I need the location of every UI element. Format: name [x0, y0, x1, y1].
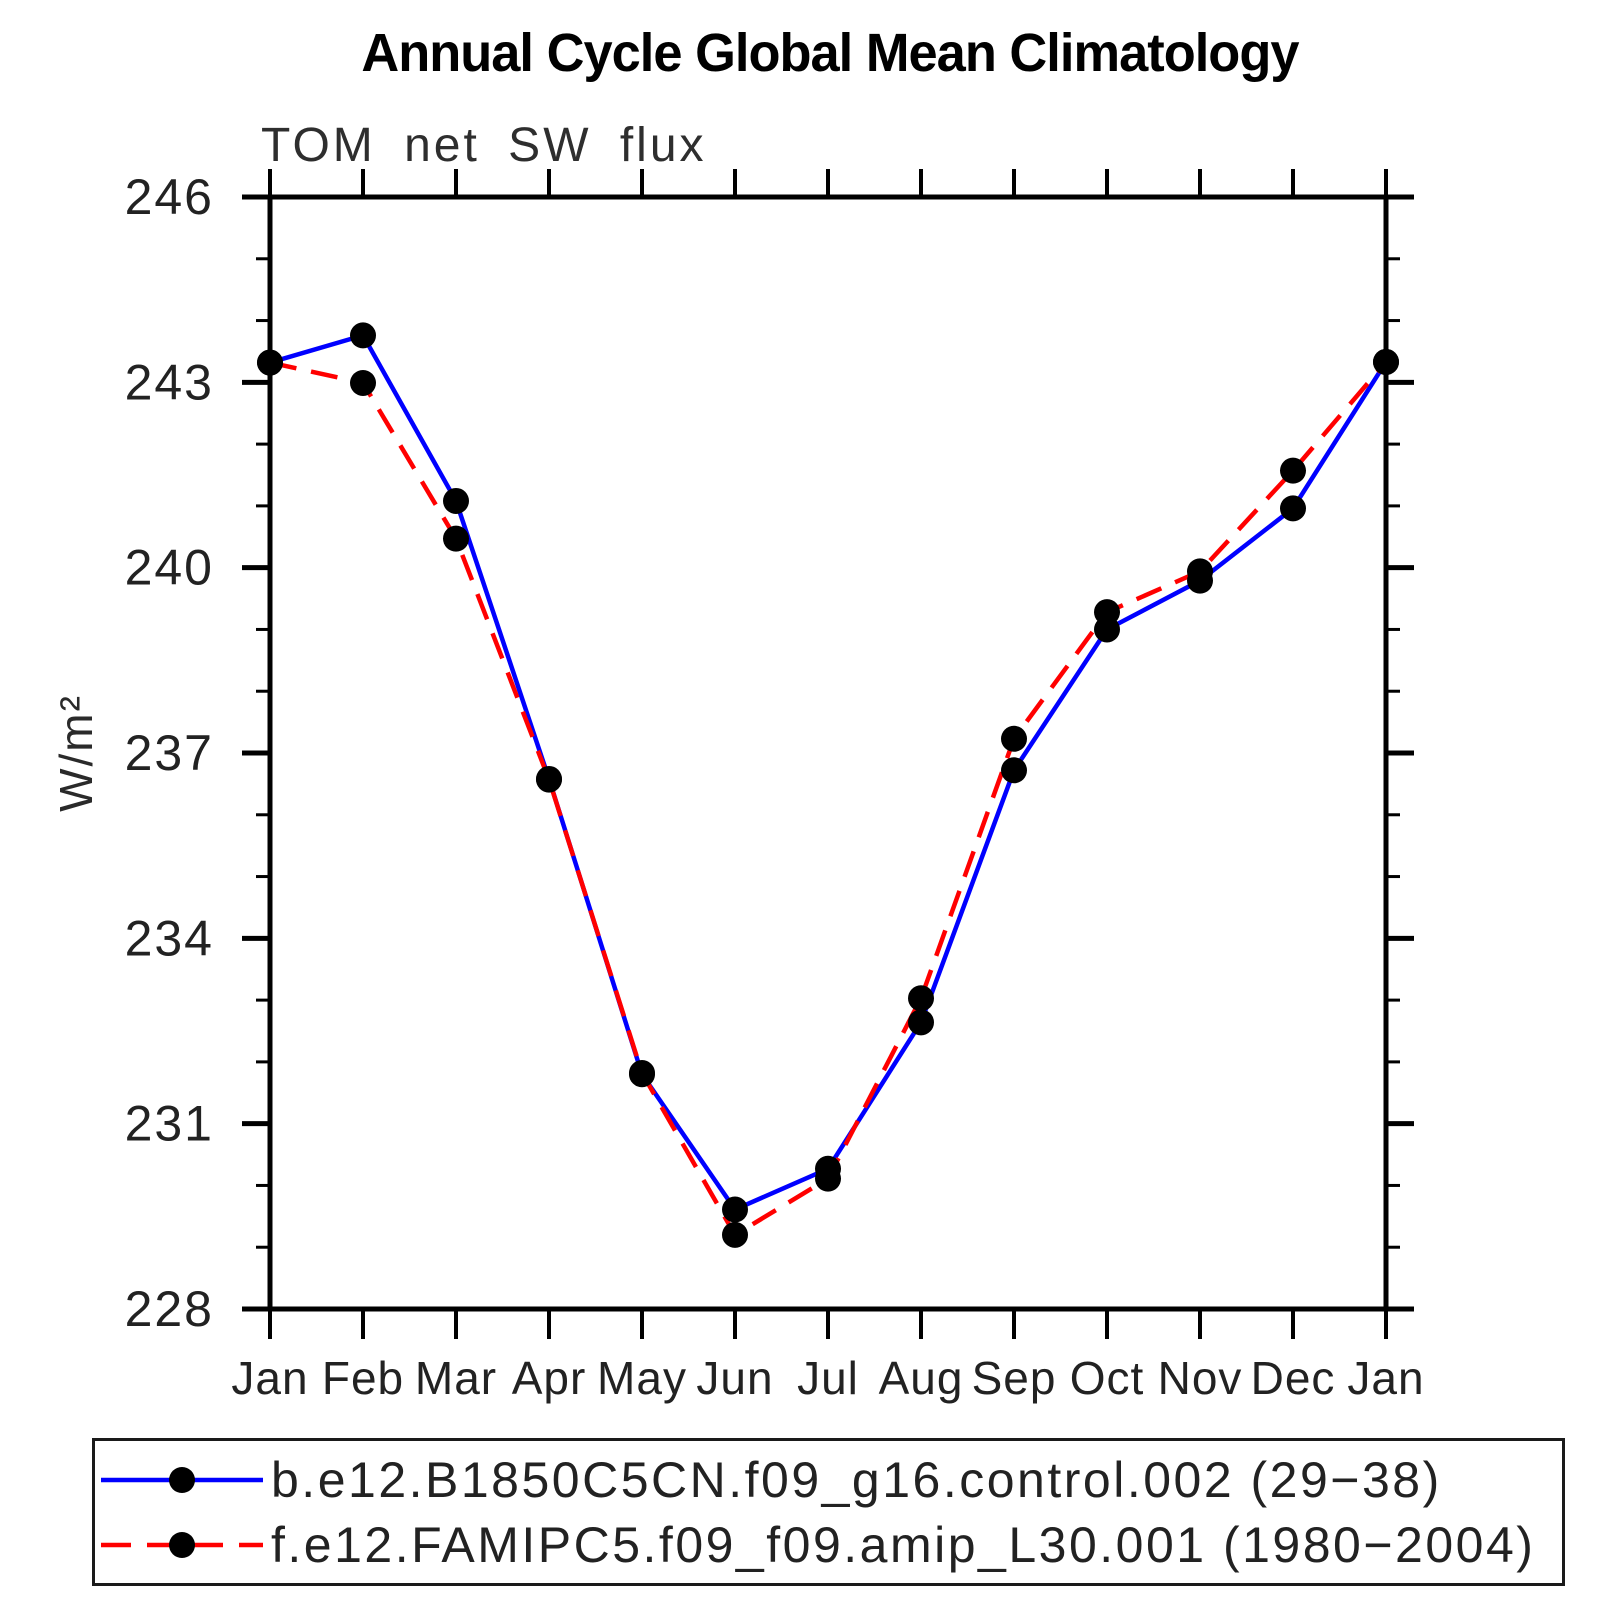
data-point-marker-series-1: [350, 369, 376, 396]
data-point-marker-series-1: [722, 1221, 748, 1248]
data-point-marker-series-0: [443, 487, 469, 514]
x-axis-tick-label: May: [597, 1352, 687, 1404]
data-point-marker-series-1: [536, 766, 562, 793]
x-axis-tick-label: Apr: [512, 1352, 587, 1404]
data-point-marker-series-1: [908, 985, 934, 1012]
data-point-marker-series-1: [1373, 348, 1399, 375]
data-point-marker-series-1: [1094, 599, 1120, 626]
x-axis-tick-label: Feb: [322, 1352, 404, 1404]
data-point-marker-series-1: [815, 1165, 841, 1192]
x-axis-tick-label: Nov: [1158, 1352, 1243, 1404]
data-point-marker-series-0: [908, 1009, 934, 1036]
legend-item-amip: f.e12.FAMIPC5.f09_f09.amip_L30.001 (1980…: [99, 1514, 1562, 1576]
data-point-marker-series-0: [350, 322, 376, 349]
data-point-marker-series-1: [1280, 457, 1306, 484]
x-axis-tick-label: Jul: [797, 1352, 859, 1404]
series-line-1: [269, 360, 1388, 1238]
x-axis-tick-label: Jan: [231, 1352, 308, 1404]
data-point-marker-series-0: [722, 1196, 748, 1223]
legend-marker-dot: [169, 1466, 195, 1493]
legend-marker-dot: [169, 1531, 195, 1558]
data-point-marker-series-1: [1187, 558, 1213, 585]
plot-canvas: 228 231 234 237 240 243 246 Jan Feb Mar Apr May Jun J…: [125, 169, 1424, 1404]
legend-line-sample-dashed: [101, 1531, 263, 1558]
data-point-marker-series-0: [1001, 757, 1027, 784]
series-line-0: [269, 333, 1388, 1212]
legend-line-sample-solid: [101, 1466, 263, 1493]
x-axis-tick-label: Aug: [879, 1352, 964, 1404]
x-axis-tick-label: Mar: [415, 1352, 497, 1404]
data-point-marker-series-1: [629, 1060, 655, 1087]
y-axis-tick-label: 228: [125, 1281, 214, 1337]
x-axis-tick-label: Jan: [1347, 1352, 1424, 1404]
data-point-marker-series-1: [1001, 725, 1027, 752]
legend-box: b.e12.B1850C5CN.f09_g16.control.002 (29−…: [92, 1438, 1565, 1586]
chart-subtitle: TOM net SW flux: [261, 119, 707, 172]
chart-title: Annual Cycle Global Mean Climatology: [361, 23, 1299, 83]
x-axis-tick-label: Oct: [1070, 1352, 1145, 1404]
x-axis-tick-label: Dec: [1251, 1352, 1336, 1404]
data-point-marker-series-0: [1280, 495, 1306, 522]
data-point-marker-series-1: [443, 525, 469, 552]
y-axis-tick-label: 237: [125, 725, 214, 781]
x-axis-tick-label: Sep: [972, 1352, 1057, 1404]
legend-label-control: b.e12.B1850C5CN.f09_g16.control.002 (29−…: [271, 1451, 1442, 1508]
legend-label-amip: f.e12.FAMIPC5.f09_f09.amip_L30.001 (1980…: [271, 1516, 1536, 1573]
y-axis-tick-label: 240: [125, 540, 214, 596]
legend-item-control: b.e12.B1850C5CN.f09_g16.control.002 (29−…: [99, 1449, 1562, 1511]
plot-frame: [267, 194, 1389, 1312]
data-point-marker-series-1: [257, 349, 283, 376]
y-axis-tick-label: 231: [125, 1096, 214, 1152]
x-axis-tick-label: Jun: [696, 1352, 773, 1404]
y-axis-tick-label: 246: [125, 169, 214, 225]
y-axis-tick-label: 234: [125, 910, 214, 966]
y-axis-tick-label: 243: [125, 354, 214, 410]
